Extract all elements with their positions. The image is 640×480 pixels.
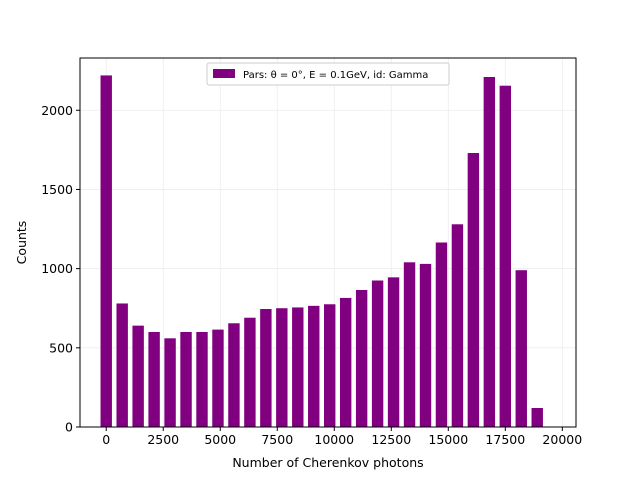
y-tick-label: 2000 — [41, 103, 73, 118]
bar — [387, 277, 400, 427]
bar — [403, 262, 416, 427]
bar — [100, 75, 112, 428]
bar — [276, 308, 288, 427]
bar — [308, 305, 320, 427]
bar — [435, 242, 448, 427]
bar — [419, 263, 432, 427]
bar — [467, 153, 480, 427]
x-axis: 0 2500 5000 7500 10000 12500 15000 17500 20000 — [102, 427, 582, 447]
bar — [324, 304, 336, 427]
legend-swatch — [213, 69, 235, 78]
legend-box — [206, 62, 450, 86]
y-tick-label: 500 — [49, 340, 73, 355]
y-tick-label: 1500 — [41, 182, 73, 197]
bar — [132, 325, 144, 427]
x-tick-label: 2500 — [147, 432, 179, 447]
bar — [515, 270, 527, 427]
bar — [371, 280, 384, 427]
x-tick-label: 20000 — [542, 432, 582, 447]
y-tick-label: 1000 — [41, 261, 73, 276]
y-tick-label: 0 — [65, 420, 73, 435]
bar — [244, 317, 256, 427]
y-axis-label: Counts — [14, 221, 29, 265]
x-tick-label: 12500 — [371, 432, 411, 447]
bar — [212, 329, 224, 427]
bar — [451, 224, 464, 427]
x-tick-label: 10000 — [314, 432, 354, 447]
bar — [339, 297, 352, 427]
bar — [483, 77, 496, 427]
bar — [164, 338, 176, 427]
bar — [196, 331, 208, 427]
bar — [260, 309, 272, 427]
x-tick-label: 15000 — [428, 432, 468, 447]
y-axis: 0 500 1000 1500 2000 — [41, 103, 80, 435]
bar — [292, 307, 304, 427]
legend: Pars: θ = 0°, E = 0.1GeV, id: Gamma — [206, 62, 450, 86]
x-tick-label: 0 — [102, 432, 110, 447]
bar — [148, 331, 160, 427]
bar — [228, 323, 240, 427]
bar — [531, 407, 543, 427]
bars — [100, 75, 543, 428]
bar — [355, 290, 368, 427]
bar — [499, 85, 512, 427]
x-tick-label: 5000 — [204, 432, 236, 447]
bar — [180, 331, 192, 427]
x-tick-label: 17500 — [485, 432, 525, 447]
x-tick-label: 7500 — [261, 432, 293, 447]
bar — [116, 303, 128, 427]
plot-frame — [79, 57, 577, 428]
legend-label: Pars: θ = 0°, E = 0.1GeV, id: Gamma — [243, 70, 428, 81]
x-axis-label: Number of Cherenkov photons — [232, 455, 423, 470]
